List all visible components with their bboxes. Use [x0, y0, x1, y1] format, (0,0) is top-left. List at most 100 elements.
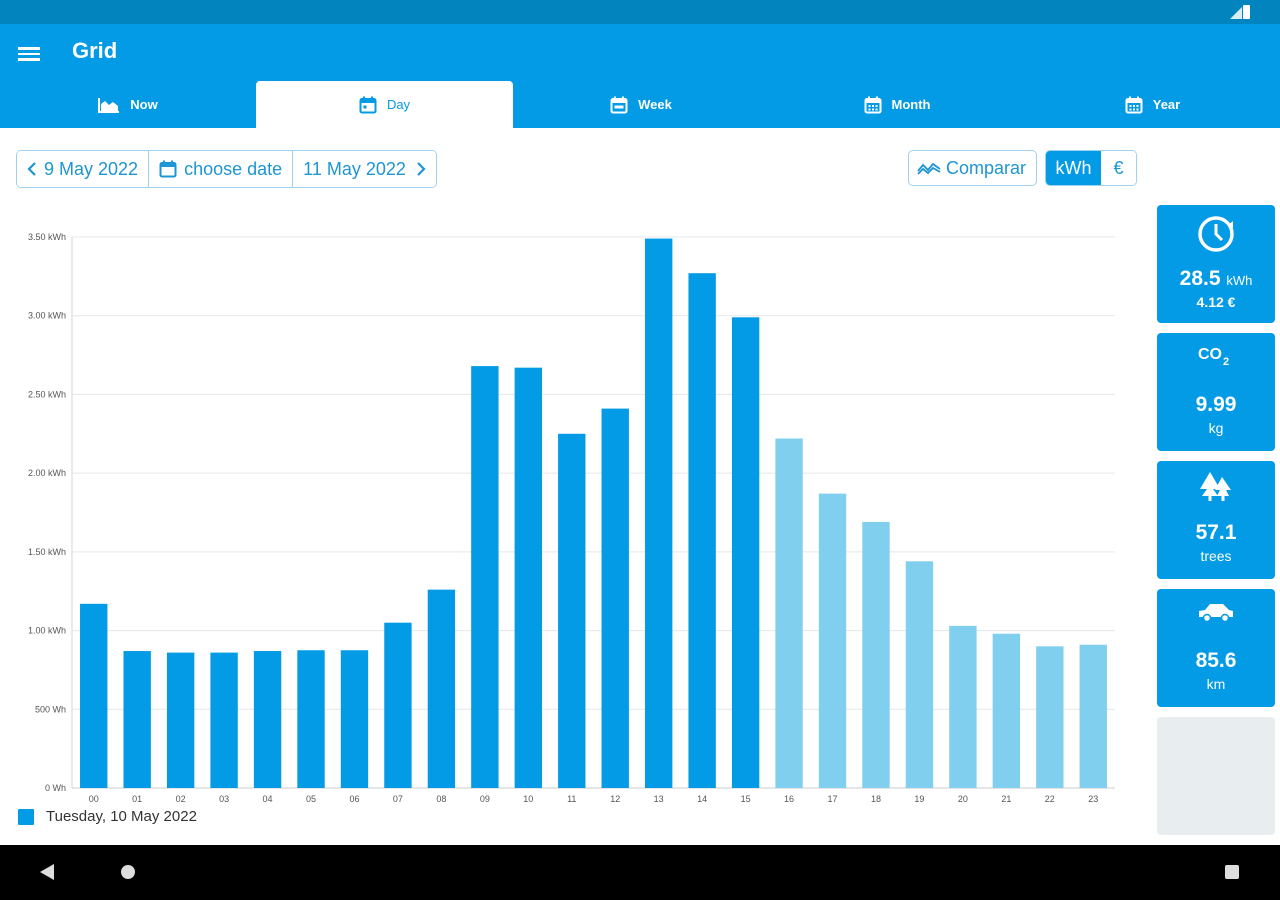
tab-label: Now: [130, 97, 158, 112]
distance-card: 85.6 km: [1157, 589, 1275, 707]
back-icon[interactable]: [40, 864, 54, 880]
compare-icon: [917, 162, 941, 175]
x-tick-label: 07: [393, 794, 403, 804]
x-tick-label: 12: [610, 794, 620, 804]
menu-icon-line: [18, 58, 40, 61]
chart-bar[interactable]: [949, 625, 977, 788]
x-tick-label: 10: [523, 794, 533, 804]
choose-date-label: choose date: [184, 158, 283, 179]
previous-day-button[interactable]: 9 May 2022: [17, 151, 150, 187]
trees-unit: trees: [1200, 548, 1232, 564]
y-tick-label: 3.00 kWh: [28, 311, 66, 321]
co2-unit: kg: [1208, 420, 1224, 436]
legend-swatch: [18, 808, 34, 825]
x-tick-label: 23: [1088, 794, 1098, 804]
chart-bar[interactable]: [514, 367, 543, 788]
chart-bar[interactable]: [384, 622, 412, 788]
x-tick-label: 20: [958, 794, 968, 804]
chart-bar[interactable]: [992, 633, 1021, 788]
recents-icon[interactable]: [1225, 865, 1239, 879]
chart-bar[interactable]: [123, 651, 151, 788]
y-tick-label: 3.50 kWh: [28, 232, 66, 242]
chart-bar[interactable]: [688, 273, 716, 788]
x-tick-label: 08: [436, 794, 446, 804]
legend-label: Tuesday, 10 May 2022: [46, 808, 197, 825]
compare-label: Comparar: [946, 157, 1027, 178]
y-tick-label: 0 Wh: [45, 783, 66, 793]
distance-value: 85.6: [1195, 649, 1237, 672]
menu-button[interactable]: [18, 44, 40, 62]
chart-bar[interactable]: [471, 366, 499, 788]
chart-bar[interactable]: [601, 408, 629, 788]
x-tick-label: 09: [480, 794, 490, 804]
chart-bar[interactable]: [297, 650, 325, 788]
tab-label: Week: [638, 97, 672, 112]
x-tick-label: 21: [1001, 794, 1011, 804]
battery-icon: [1243, 5, 1250, 19]
chart-bar[interactable]: [210, 652, 238, 788]
next-day-button[interactable]: 11 May 2022: [293, 151, 436, 187]
chart-bar[interactable]: [644, 238, 673, 788]
x-tick-label: 04: [263, 794, 273, 804]
car-icon: [1199, 604, 1233, 623]
chart-bar[interactable]: [166, 652, 195, 788]
x-tick-label: 19: [914, 794, 924, 804]
date-navigator: 9 May 2022 choose date 11 May 2022: [16, 150, 437, 188]
x-tick-label: 22: [1045, 794, 1055, 804]
chevron-left-icon: [27, 162, 36, 176]
choose-date-button[interactable]: choose date: [149, 151, 294, 187]
system-navigation-bar: [0, 845, 1280, 900]
x-tick-label: 14: [697, 794, 707, 804]
tab-now[interactable]: Now: [0, 81, 256, 128]
chart-bar[interactable]: [905, 561, 934, 788]
x-tick-label: 15: [741, 794, 751, 804]
tab-year[interactable]: Year: [1025, 81, 1280, 128]
tab-day[interactable]: Day: [256, 81, 513, 128]
signal-icon: [1230, 7, 1242, 19]
chart-grid: [71, 236, 1115, 789]
chart-bar[interactable]: [253, 651, 282, 788]
co2-card: CO 2 9.99 kg: [1157, 333, 1275, 451]
compare-button[interactable]: Comparar: [908, 150, 1038, 186]
chart-bar[interactable]: [1036, 646, 1064, 788]
energy-bar-chart: 0 Wh 500 Wh 1.00 kWh 1.50 kWh 2.00 kWh 2.50 k…: [28, 232, 1115, 804]
x-tick-label: 01: [132, 794, 142, 804]
chart-bar[interactable]: [1079, 644, 1107, 788]
unit-kwh-button[interactable]: kWh: [1046, 151, 1101, 185]
calendar-icon: [610, 96, 628, 113]
energy-value: 28.5: [1179, 267, 1221, 290]
tab-month[interactable]: Month: [769, 81, 1025, 128]
chart-bar[interactable]: [731, 317, 760, 788]
y-tick-label: 500 Wh: [35, 704, 66, 714]
tab-label: Year: [1152, 97, 1181, 112]
chart-bar[interactable]: [340, 650, 369, 788]
app-bar: Grid Now Day Week Month Year: [0, 24, 1280, 128]
co2-value: 9.99: [1195, 393, 1237, 416]
trees-card: 57.1 trees: [1157, 461, 1275, 579]
x-tick-label: 17: [828, 794, 838, 804]
trees-value: 57.1: [1195, 521, 1237, 544]
chart-bar[interactable]: [80, 603, 108, 788]
x-tick-label: 13: [654, 794, 664, 804]
x-tick-label: 11: [567, 794, 576, 804]
chart-bar[interactable]: [818, 493, 847, 788]
y-tick-label: 2.00 kWh: [28, 468, 66, 478]
clock-icon: [1198, 216, 1234, 252]
home-icon[interactable]: [121, 865, 135, 879]
x-tick-label: 06: [349, 794, 359, 804]
chart-bar[interactable]: [775, 438, 803, 788]
y-tick-label: 1.00 kWh: [28, 626, 66, 636]
svg-text:2: 2: [1223, 356, 1229, 368]
chart-bar[interactable]: [427, 589, 456, 788]
calendar-icon: [1125, 96, 1143, 113]
chevron-right-icon: [417, 162, 426, 176]
tab-week[interactable]: Week: [513, 81, 769, 128]
unit-euro-button[interactable]: €: [1101, 151, 1136, 185]
chart-bar[interactable]: [862, 521, 890, 788]
chart-bars: [80, 238, 1107, 788]
chart-bar[interactable]: [558, 433, 586, 788]
tab-label: Day: [386, 97, 411, 112]
previous-day-label: 9 May 2022: [44, 158, 139, 179]
x-tick-label: 00: [89, 794, 99, 804]
app-title: Grid: [72, 38, 118, 63]
